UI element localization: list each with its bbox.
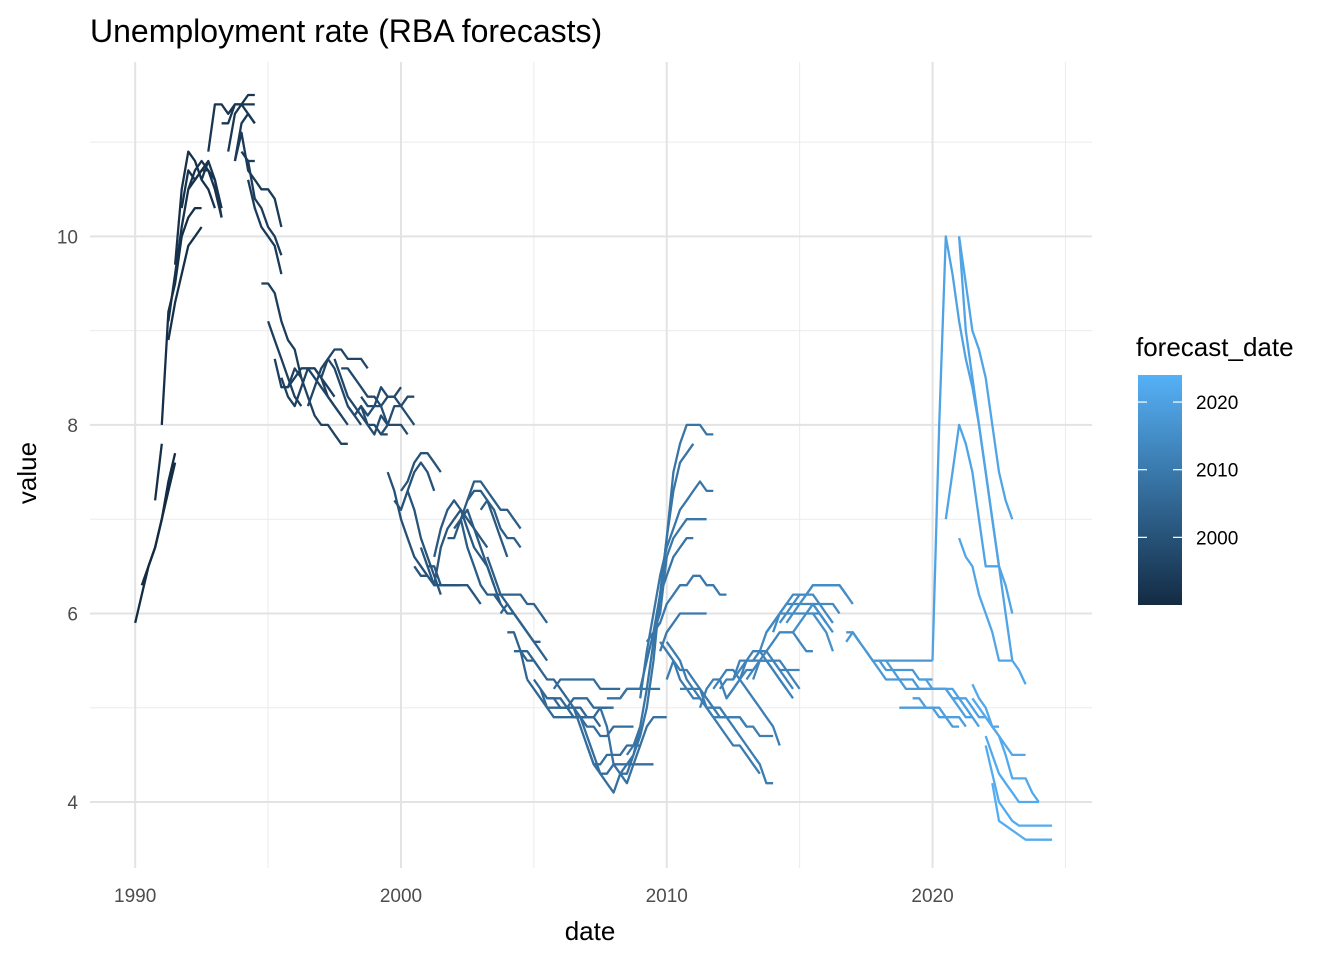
forecast-line [639, 480, 714, 699]
color-legend: forecast_date 2000 2010 2020 [1136, 332, 1294, 605]
y-axis-title: value [12, 442, 42, 504]
forecast-line [566, 697, 634, 738]
forecast-line [419, 547, 482, 605]
forecast-line [984, 745, 1053, 827]
forecast-line [134, 452, 177, 624]
forecast-line [585, 726, 642, 794]
forecast-line [811, 612, 834, 652]
forecast-line [459, 518, 514, 615]
forecast-line [261, 282, 303, 379]
forecast-line [732, 650, 794, 690]
x-axis-tick-labels: 1990 2000 2010 2020 [114, 886, 954, 907]
legend-colorbar [1138, 375, 1182, 605]
forecast-line [360, 396, 416, 427]
forecast-line [659, 612, 707, 652]
forecast-line [207, 93, 255, 152]
forecast-line [599, 707, 667, 785]
forecast-line [426, 508, 489, 587]
forecast-line [153, 443, 163, 501]
x-tick-label: 2000 [380, 886, 422, 907]
forecast-line [246, 179, 283, 275]
forecast-line [167, 160, 210, 322]
forecast-line [991, 782, 1053, 841]
y-tick-label: 8 [67, 416, 78, 437]
x-tick-label: 1990 [114, 886, 156, 907]
forecast-line [333, 358, 388, 436]
y-axis-tick-labels: 4 6 8 10 [57, 227, 79, 814]
forecast-line [971, 683, 1026, 757]
x-axis-title: date [565, 916, 616, 946]
forecast-line [306, 348, 369, 407]
legend-tick-label: 2000 [1196, 528, 1238, 549]
forecast-line [160, 206, 202, 425]
x-tick-label: 2010 [646, 886, 688, 907]
forecast-line [233, 131, 283, 228]
forecast-line [957, 236, 1014, 520]
forecast-line [659, 641, 748, 728]
forecast-line [526, 678, 588, 718]
legend-tick-label: 2020 [1196, 393, 1238, 414]
forecast-line [579, 716, 654, 775]
forecast-line [286, 367, 348, 445]
forecast-line [957, 236, 1014, 661]
forecast-line [479, 499, 522, 549]
forecast-line [752, 631, 813, 680]
forecast-line [267, 320, 303, 407]
forecast-line [552, 678, 621, 691]
y-tick-label: 10 [57, 227, 78, 248]
forecast-line [173, 150, 216, 265]
forecast-line [494, 593, 549, 624]
forecast-line [547, 697, 614, 709]
forecast-series [134, 93, 1053, 841]
forecast-line [680, 687, 774, 738]
forecast-line [745, 659, 800, 681]
forecast-line [301, 367, 349, 426]
forecast-line [386, 471, 429, 577]
legend-tick-marks: 2000 2010 2020 [1138, 393, 1238, 549]
forecast-line [718, 659, 794, 699]
forecast-line [353, 404, 409, 436]
x-tick-label: 2020 [911, 886, 953, 907]
forecast-line [200, 159, 223, 218]
legend-title: forecast_date [1136, 332, 1294, 362]
forecast-line [645, 518, 707, 643]
forecast-line [486, 556, 541, 643]
forecast-line [180, 169, 223, 218]
forecast-line [499, 602, 549, 662]
y-tick-label: 4 [67, 793, 78, 814]
forecast-line [984, 735, 1039, 804]
major-gridlines [90, 62, 1092, 868]
forecast-line [380, 424, 389, 436]
forecast-line [513, 650, 569, 699]
chart-title: Unemployment rate (RBA forecasts) [90, 13, 602, 49]
forecast-line [958, 537, 1027, 685]
forecast-line [393, 461, 436, 511]
minor-gridlines [90, 62, 1092, 868]
forecast-line [221, 103, 255, 125]
y-tick-label: 6 [67, 604, 78, 625]
forecast-line [167, 226, 203, 341]
forecast-line [519, 650, 529, 680]
forecast-line [466, 480, 522, 530]
legend-tick-label: 2010 [1196, 461, 1238, 482]
forecast-line [140, 462, 177, 586]
forecast-line [572, 707, 641, 766]
forecast-line [433, 499, 496, 586]
forecast-line [652, 574, 727, 633]
forecast-line [539, 688, 607, 719]
forecast-line [944, 423, 1014, 614]
forecast-line [453, 508, 502, 605]
forecast-line [805, 602, 834, 633]
forecast-line [606, 687, 661, 700]
forecast-line [785, 584, 854, 624]
forecast-line [447, 489, 509, 558]
forecast-line [912, 697, 967, 728]
forecast-line [400, 452, 442, 492]
forecast-line [971, 697, 1040, 803]
forecast-line [625, 423, 714, 756]
forecast-line [845, 631, 933, 662]
